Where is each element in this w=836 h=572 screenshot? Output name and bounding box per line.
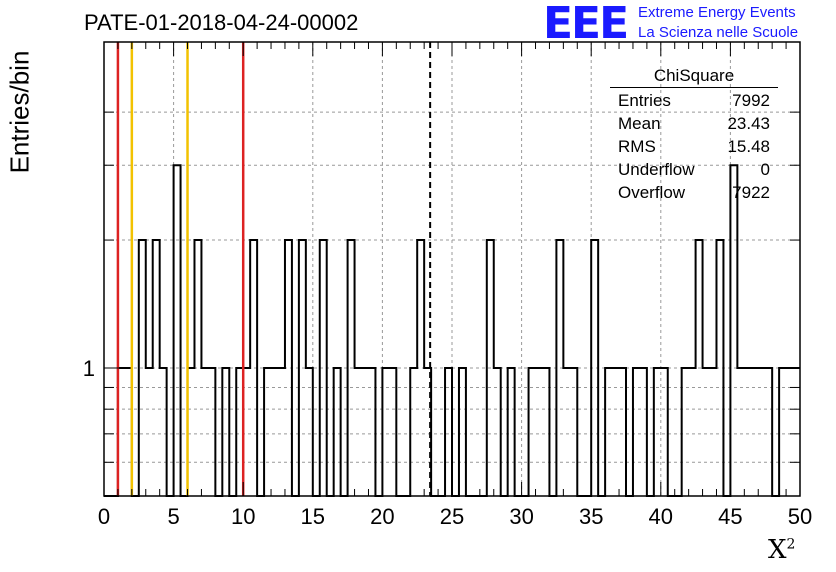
x-tick-label: 50 xyxy=(788,504,812,529)
stats-value: 15.48 xyxy=(727,137,770,156)
stats-row-underflow: Underflow 0 xyxy=(610,158,778,181)
x-tick-label: 15 xyxy=(301,504,325,529)
x-tick-label: 5 xyxy=(167,504,179,529)
x-tick-label: 10 xyxy=(231,504,255,529)
stats-label: Underflow xyxy=(618,160,695,179)
x-axis-label: X2 xyxy=(768,535,795,565)
stats-box: ChiSquare Entries 7992 Mean 23.43 RMS 15.48 Un… xyxy=(610,66,778,204)
stats-value: 0 xyxy=(760,160,770,179)
chart-title: PATE-01-2018-04-24-00002 xyxy=(84,10,359,35)
eee-logo: EEE xyxy=(543,0,629,49)
x-tick-label: 35 xyxy=(579,504,603,529)
logo-line-2: La Scienza nelle Scuole xyxy=(638,24,799,41)
stats-label: Mean xyxy=(618,114,661,133)
stats-label: RMS xyxy=(618,137,656,156)
x-axis-label-sup: 2 xyxy=(786,536,796,553)
stats-row-rms: RMS 15.48 xyxy=(610,135,778,158)
logo-line-1: Extreme Energy Events xyxy=(638,4,796,21)
stats-title: ChiSquare xyxy=(610,66,778,88)
stats-value: 23.43 xyxy=(727,114,770,133)
stats-row-entries: Entries 7992 xyxy=(610,89,778,112)
x-axis-label-main: X xyxy=(768,535,787,565)
x-tick-label: 25 xyxy=(440,504,464,529)
stats-label: Overflow xyxy=(618,183,686,202)
y-tick-label: 1 xyxy=(83,356,95,381)
x-tick-label: 30 xyxy=(509,504,533,529)
stats-row-mean: Mean 23.43 xyxy=(610,112,778,135)
stats-row-overflow: Overflow 7922 xyxy=(610,181,778,204)
stats-value: 7922 xyxy=(732,183,770,202)
x-tick-label: 20 xyxy=(370,504,394,529)
stats-label: Entries xyxy=(618,91,671,110)
stats-rows: Entries 7992 Mean 23.43 RMS 15.48 Underflow 0 Ov… xyxy=(610,89,778,204)
x-tick-label: 45 xyxy=(718,504,742,529)
x-tick-label: 0 xyxy=(98,504,110,529)
x-tick-label: 40 xyxy=(649,504,673,529)
stats-value: 7992 xyxy=(732,91,770,110)
